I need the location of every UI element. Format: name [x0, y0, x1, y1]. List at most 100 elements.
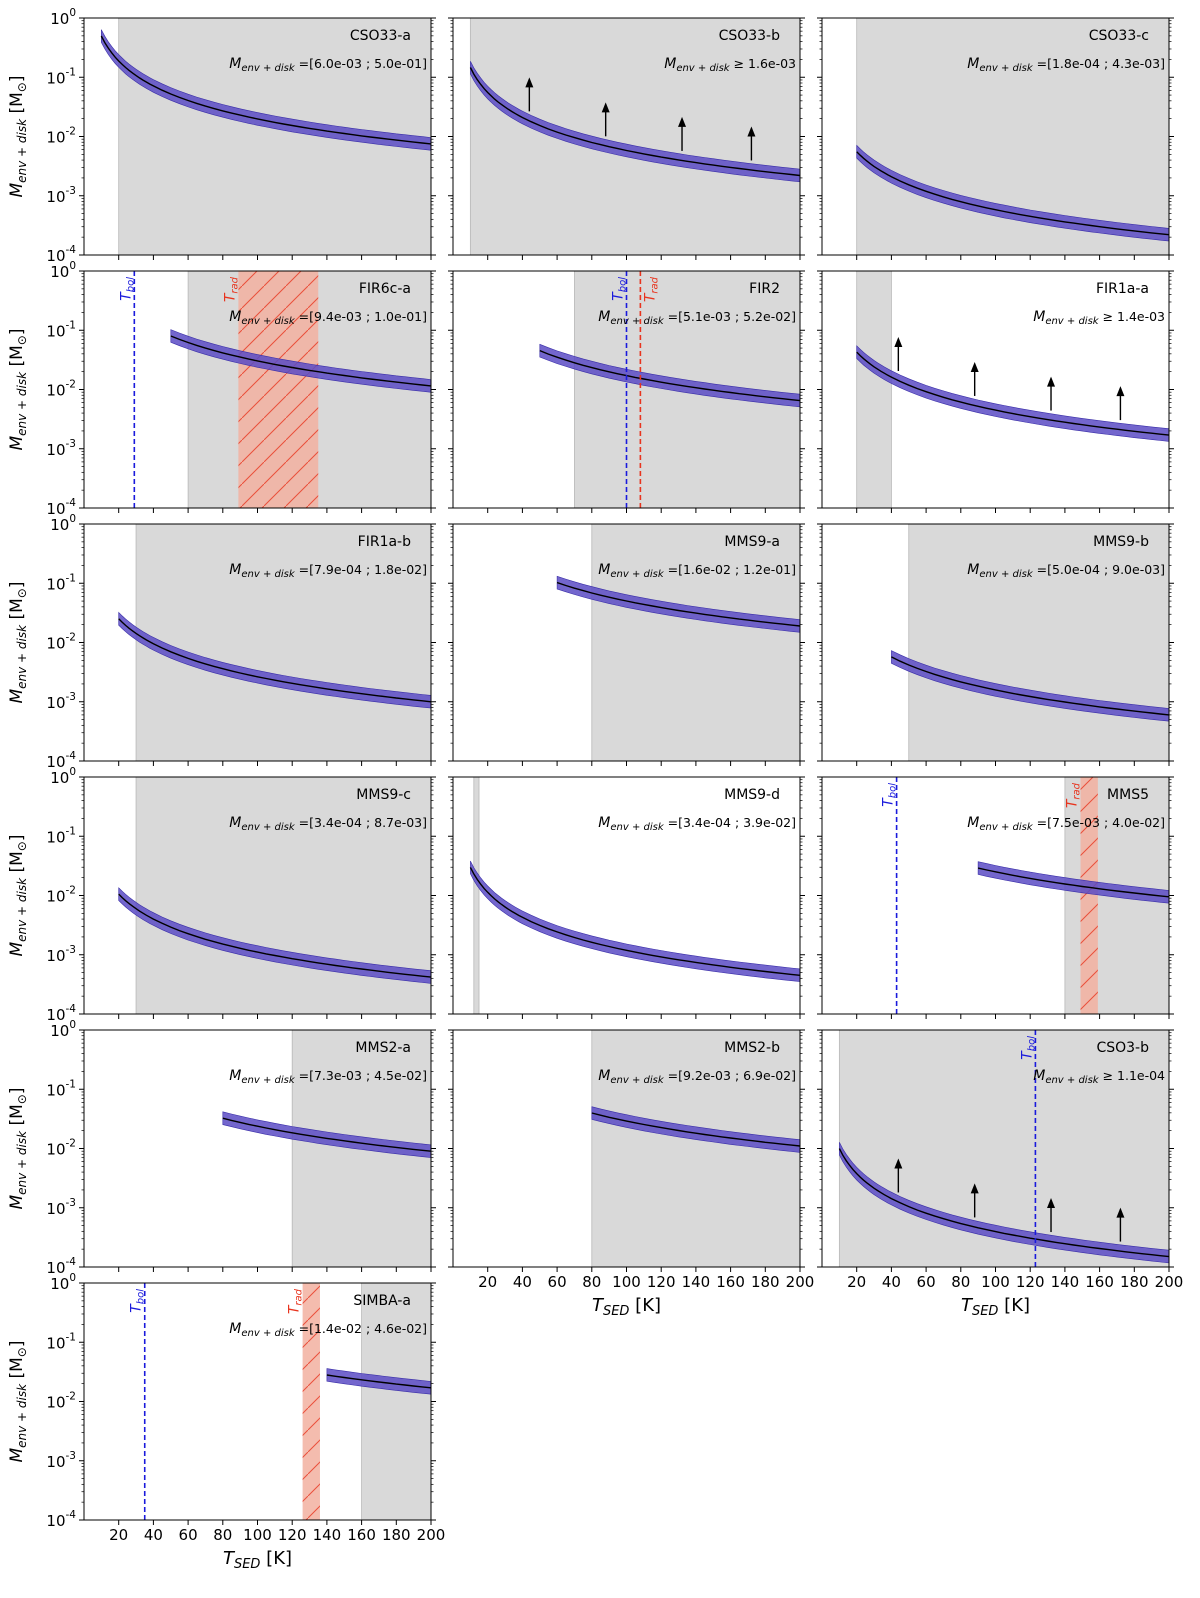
panel-mms9-c: MMS9-c Menv + disk =[3.4e-04 ; 8.7e-03] 10…: [7, 766, 436, 1024]
shaded-range: [591, 523, 801, 762]
y-tick-label: 10-1: [46, 66, 76, 87]
x-tick-label: 160: [1085, 1273, 1114, 1291]
panel-title: FIR1a-b: [358, 534, 411, 550]
panel-title: CSO33-c: [1089, 28, 1149, 44]
arrow-head: [1116, 386, 1125, 397]
panel-fir1a-a: FIR1a-a Menv + disk ≥ 1.4e-03: [817, 270, 1174, 513]
y-axis-label: Menv + disk [M⊙]: [7, 581, 29, 703]
y-tick-label: 10-1: [46, 1331, 76, 1352]
panel-mms2-a: MMS2-a Menv + disk =[7.3e-03 ; 4.5e-02] 10…: [7, 1019, 436, 1277]
x-tick-label: 60: [179, 1526, 198, 1544]
panel-cso33-b: CSO33-b Menv + disk ≥ 1.6e-03: [448, 17, 805, 260]
x-tick-label: 80: [951, 1273, 970, 1291]
panel-title: MMS9-c: [356, 787, 411, 803]
x-tick-label: 200: [786, 1273, 815, 1291]
x-tick-label: 100: [243, 1526, 272, 1544]
trad-label: Trad: [642, 276, 660, 302]
y-tick-label: 100: [50, 1272, 76, 1293]
y-tick-label: 10-4: [46, 750, 76, 771]
y-axis-label: Menv + disk [M⊙]: [7, 1087, 29, 1209]
x-axis-label: TSED [K]: [592, 1295, 661, 1319]
y-tick-label: 10-3: [46, 691, 76, 712]
mass-range-label: Menv + disk ≥ 1.1e-04: [1033, 1068, 1165, 1086]
y-tick-label: 10-3: [46, 438, 76, 459]
panel-mms9-b: MMS9-b Menv + disk =[5.0e-04 ; 9.0e-03]: [817, 523, 1174, 766]
panel-title: MMS9-b: [1093, 534, 1149, 550]
panel-mms9-d: MMS9-d Menv + disk =[3.4e-04 ; 3.9e-02]: [448, 776, 805, 1019]
x-tick-label: 80: [213, 1526, 232, 1544]
y-tick-label: 10-3: [46, 1450, 76, 1471]
trad-hatch: [1080, 777, 1098, 1014]
shaded-range: [361, 1282, 432, 1521]
trad-hatch: [302, 1283, 320, 1520]
arrow-head: [747, 126, 756, 137]
panel-title: CSO33-a: [350, 28, 411, 44]
panel-title: MMS2-a: [355, 1040, 411, 1056]
y-axis-label: Menv + disk [M⊙]: [7, 75, 29, 197]
panel-title: CSO3-b: [1096, 1040, 1149, 1056]
panel-grid: CSO33-a Menv + disk =[6.0e-03 ; 5.0e-01] 1…: [7, 7, 1183, 1572]
arrow-head: [970, 1183, 979, 1194]
mass-range-label: Menv + disk =[3.4e-04 ; 8.7e-03]: [229, 815, 427, 833]
mass-curve: [591, 1112, 801, 1147]
panel-cso33-a: CSO33-a Menv + disk =[6.0e-03 ; 5.0e-01] 1…: [7, 7, 436, 265]
mass-curve: [222, 1117, 432, 1152]
x-tick-label: 120: [647, 1273, 676, 1291]
tbol-label: Tbol: [129, 1289, 147, 1313]
mass-range-label: Menv + disk =[5.1e-03 ; 5.2e-02]: [598, 309, 796, 327]
x-tick-label: 40: [144, 1526, 163, 1544]
y-tick-label: 10-3: [46, 944, 76, 965]
arrow-head: [525, 77, 534, 88]
shaded-range: [469, 17, 801, 256]
mass-range-label: Menv + disk =[6.0e-03 ; 5.0e-01]: [229, 56, 427, 74]
arrow-head: [894, 1158, 903, 1169]
shaded-range: [908, 523, 1170, 762]
x-tick-label: 40: [882, 1273, 901, 1291]
y-tick-label: 10-2: [46, 1138, 76, 1159]
y-tick-label: 10-4: [46, 1003, 76, 1024]
y-tick-label: 10-4: [46, 1509, 76, 1530]
y-tick-label: 10-2: [46, 126, 76, 147]
mass-curve: [469, 867, 801, 976]
x-tick-label: 120: [1016, 1273, 1045, 1291]
x-tick-label: 140: [313, 1526, 342, 1544]
shaded-range: [135, 523, 432, 762]
mass-range-label: Menv + disk =[1.4e-02 ; 4.6e-02]: [229, 1321, 427, 1339]
trad-hatch: [238, 271, 319, 508]
mass-range-label: Menv + disk =[5.0e-04 ; 9.0e-03]: [967, 562, 1165, 580]
tbol-label: Tbol: [1019, 1036, 1037, 1060]
arrow-head: [1116, 1207, 1125, 1218]
mass-curve: [856, 351, 1170, 436]
trad-label: Trad: [1065, 782, 1083, 808]
mass-curve: [977, 867, 1170, 898]
y-tick-label: 10-2: [46, 885, 76, 906]
mass-range-label: Menv + disk =[9.2e-03 ; 6.9e-02]: [598, 1068, 796, 1086]
y-tick-label: 10-4: [46, 497, 76, 518]
x-tick-label: 180: [751, 1273, 780, 1291]
panel-mms5: Tbol Trad MMS5 Menv + disk =[7.5e-03 ; 4.0e…: [817, 776, 1174, 1019]
y-tick-label: 100: [50, 7, 76, 28]
x-tick-label: 140: [682, 1273, 711, 1291]
x-tick-label: 20: [109, 1526, 128, 1544]
arrow-head: [1047, 376, 1056, 387]
panel-cso3-b: Tbol CSO3-b Menv + disk ≥ 1.1e-04 20 40 60 80 1…: [817, 1029, 1183, 1319]
y-tick-label: 100: [50, 513, 76, 534]
y-tick-label: 100: [50, 766, 76, 787]
y-tick-label: 10-2: [46, 379, 76, 400]
panel-title: FIR2: [749, 281, 780, 297]
panel-mms9-a: MMS9-a Menv + disk =[1.6e-02 ; 1.2e-01]: [448, 523, 805, 766]
mass-curve: [100, 35, 432, 145]
mass-curve: [556, 581, 801, 627]
x-tick-label: 180: [382, 1526, 411, 1544]
plot-area: [453, 777, 800, 1014]
panel-title: MMS2-b: [724, 1040, 780, 1056]
x-tick-label: 60: [917, 1273, 936, 1291]
panel-simba-a: Tbol Trad SIMBA-a Menv + disk =[1.4e-02 ; 4…: [7, 1272, 445, 1572]
panel-title: MMS5: [1107, 787, 1149, 803]
panel-fir1a-b: FIR1a-b Menv + disk =[7.9e-04 ; 1.8e-02] 1…: [7, 513, 436, 771]
y-tick-label: 100: [50, 1019, 76, 1040]
arrow-head: [970, 361, 979, 372]
y-tick-label: 10-1: [46, 825, 76, 846]
arrow-head: [678, 116, 687, 127]
x-tick-label: 60: [548, 1273, 567, 1291]
